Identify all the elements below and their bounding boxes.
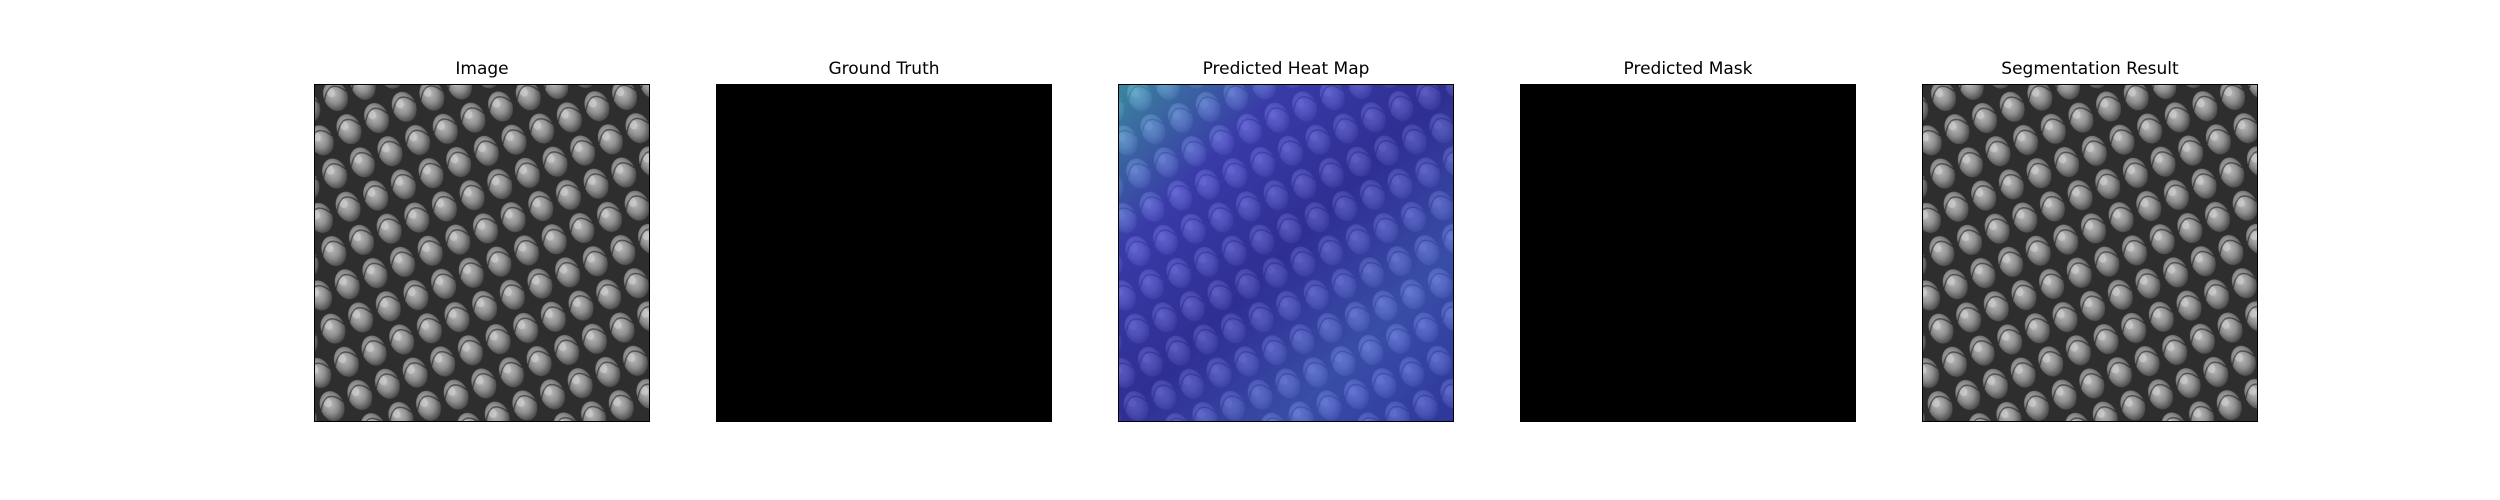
image-texture bbox=[314, 84, 650, 422]
panel-title-predicted-mask: Predicted Mask bbox=[1623, 59, 1753, 79]
panel-heat-map: Predicted Heat Map bbox=[1118, 59, 1454, 422]
panel-image: Image bbox=[314, 59, 650, 422]
segmentation-result-texture bbox=[1922, 84, 2258, 422]
panel-title-heat-map: Predicted Heat Map bbox=[1202, 59, 1370, 79]
panel-title-segmentation-result: Segmentation Result bbox=[2001, 59, 2179, 79]
predicted-mask bbox=[1520, 84, 1856, 422]
panel-title-image: Image bbox=[455, 59, 509, 79]
segmentation-svg bbox=[1923, 85, 2257, 421]
panel-segmentation-result: Segmentation Result bbox=[1922, 59, 2258, 422]
heat-map-overlay bbox=[1118, 84, 1454, 422]
panel-ground-truth: Ground Truth bbox=[716, 59, 1052, 422]
panel-title-ground-truth: Ground Truth bbox=[828, 59, 940, 79]
heatmap-svg bbox=[1119, 85, 1453, 421]
ground-truth-mask bbox=[716, 84, 1052, 422]
texture-svg bbox=[315, 85, 649, 421]
panel-predicted-mask: Predicted Mask bbox=[1520, 59, 1856, 422]
